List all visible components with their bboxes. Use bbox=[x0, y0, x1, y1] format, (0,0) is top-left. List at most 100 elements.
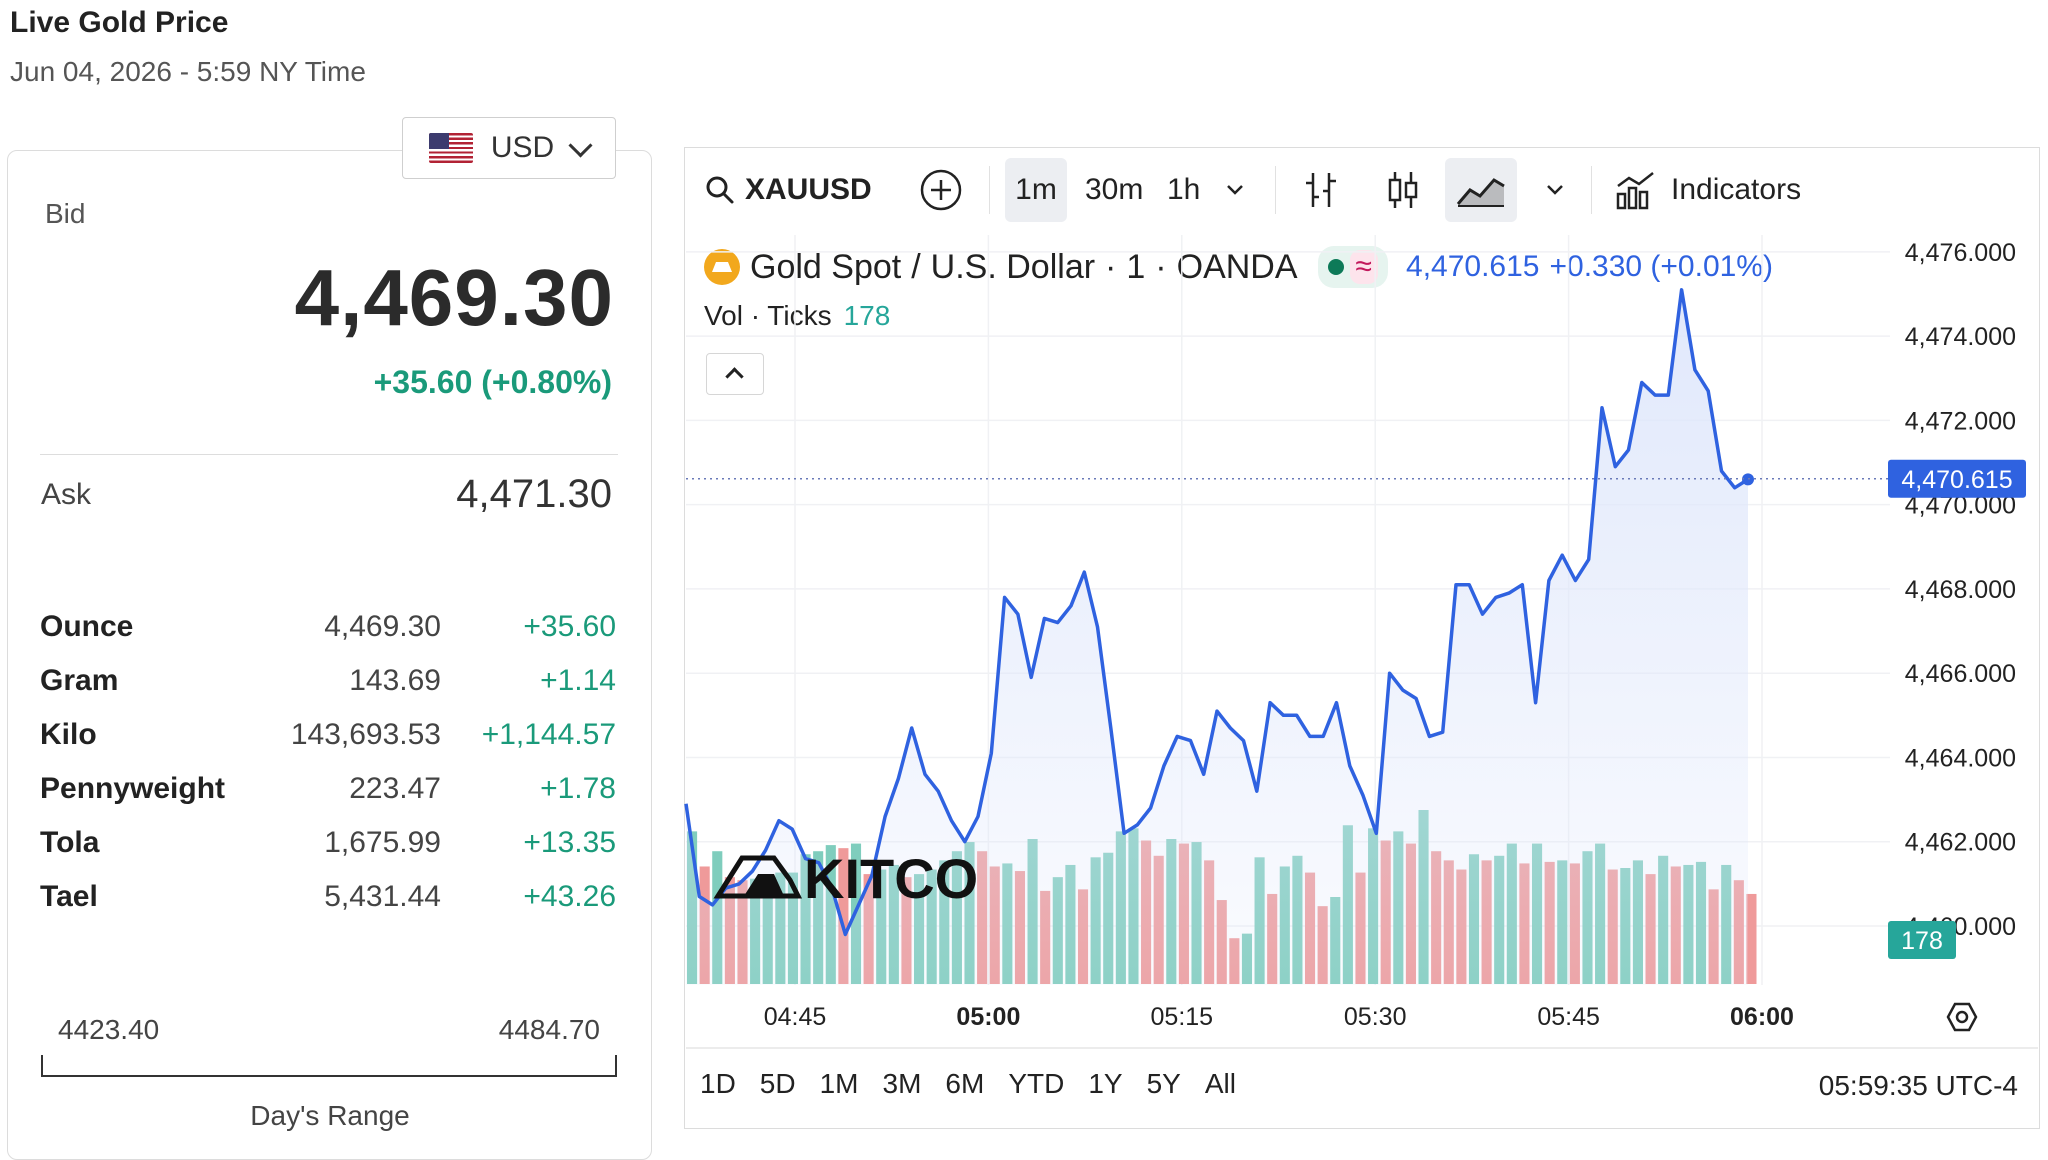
timeframe-1h[interactable]: 1h bbox=[1167, 173, 1201, 206]
chart-clock[interactable]: 05:59:35 UTC-4 bbox=[1818, 1070, 2018, 1101]
instrument-name: Gold Spot bbox=[750, 247, 902, 286]
weight-unit: Tael bbox=[40, 880, 98, 913]
search-icon bbox=[706, 176, 734, 204]
day-range-high: 4484.70 bbox=[498, 1014, 600, 1045]
kitco-logo-icon bbox=[744, 874, 784, 896]
period-1y[interactable]: 1Y bbox=[1088, 1068, 1123, 1099]
period-1m[interactable]: 1M bbox=[819, 1068, 859, 1099]
toolbar-separator bbox=[1275, 166, 1276, 214]
x-tick-label: 05:30 bbox=[1344, 1003, 1407, 1031]
market-open-icon bbox=[1327, 259, 1344, 275]
settings-icon[interactable] bbox=[1946, 1002, 1978, 1032]
settings-hole bbox=[1955, 1010, 1969, 1024]
data-source: OANDA bbox=[1176, 247, 1298, 286]
x-tick-label: 04:45 bbox=[764, 1003, 827, 1031]
weight-price: 1,675.99 bbox=[324, 826, 441, 859]
chart-legend: Gold Spot / U.S. Dollar · 1 · OANDA ≈ 4,… bbox=[704, 244, 1773, 290]
weight-price: 223.47 bbox=[349, 772, 441, 805]
compare-button[interactable] bbox=[919, 148, 963, 232]
weight-change: +1,144.57 bbox=[481, 718, 616, 751]
chart-type-dropdown[interactable] bbox=[1545, 148, 1565, 232]
weight-unit: Gram bbox=[40, 664, 119, 697]
timeframe-1m[interactable]: 1m bbox=[1005, 158, 1067, 222]
symbol-label: XAUUSD bbox=[745, 173, 872, 206]
weight-row-gram: Gram 143.69 +1.14 bbox=[40, 664, 620, 708]
volume-legend: Vol · Ticks 178 bbox=[704, 300, 890, 332]
candlestick-icon bbox=[1388, 172, 1418, 208]
indicators-button[interactable]: Indicators bbox=[1615, 148, 1801, 232]
period-5d[interactable]: 5D bbox=[759, 1068, 796, 1099]
weight-row-tael: Tael 5,431.44 +43.26 bbox=[40, 880, 620, 924]
weight-change: +1.78 bbox=[540, 772, 616, 805]
weight-change: +43.26 bbox=[523, 880, 616, 913]
weight-row-kilo: Kilo 143,693.53 +1,144.57 bbox=[40, 718, 620, 762]
divider bbox=[40, 454, 618, 455]
ohlc-bars-icon bbox=[1306, 173, 1336, 207]
timeframe-30m[interactable]: 30m bbox=[1085, 173, 1144, 206]
kitco-wordmark: KITCO bbox=[804, 847, 978, 910]
last-price-badge-label: 4,470.615 bbox=[1901, 466, 2012, 494]
y-tick-label: 4,468.000 bbox=[1905, 576, 2016, 604]
period-3m[interactable]: 3M bbox=[882, 1068, 922, 1099]
weight-change: +13.35 bbox=[523, 826, 616, 859]
volume-bar bbox=[1746, 893, 1757, 984]
weight-price: 4,469.30 bbox=[324, 610, 441, 643]
y-tick-label: 4,462.000 bbox=[1905, 829, 2016, 857]
symbol-search[interactable]: XAUUSD bbox=[705, 148, 872, 232]
weight-unit: Kilo bbox=[40, 718, 97, 751]
volume-badge-label: 178 bbox=[1901, 927, 1943, 955]
day-range-label: Day's Range bbox=[250, 1100, 410, 1131]
interval: 1 bbox=[1126, 247, 1146, 286]
bid-price: 4,469.30 bbox=[294, 253, 614, 342]
kitco-logo-icon bbox=[713, 855, 803, 899]
timeframe-dropdown[interactable] bbox=[1225, 148, 1245, 232]
chevron-down-icon bbox=[1227, 185, 1243, 195]
page-title: Live Gold Price bbox=[10, 6, 229, 39]
weight-change: +1.14 bbox=[540, 664, 616, 697]
settings-hexagon bbox=[1946, 1002, 1978, 1032]
kitco-watermark: KITCO bbox=[713, 847, 978, 910]
period-6m[interactable]: 6M bbox=[945, 1068, 985, 1099]
bid-label: Bid bbox=[45, 198, 86, 229]
quote-currency: U.S. Dollar bbox=[930, 247, 1096, 286]
area-chart-icon bbox=[1456, 178, 1505, 207]
day-range-low: 4423.40 bbox=[58, 1014, 160, 1045]
weight-change: +35.60 bbox=[523, 610, 616, 643]
legend-separator: / bbox=[911, 247, 921, 286]
y-tick-label: 4,476.000 bbox=[1905, 239, 2016, 267]
chart-toolbar: XAUUSD 1m 30m 1h bbox=[685, 148, 2039, 232]
page-datetime: Jun 04, 2026 - 5:59 NY Time bbox=[10, 56, 366, 87]
market-status-pill[interactable]: ≈ bbox=[1317, 246, 1389, 288]
period-all[interactable]: All bbox=[1204, 1068, 1236, 1099]
area-chart-type-button[interactable] bbox=[1445, 158, 1517, 222]
legend-dot: · bbox=[1105, 247, 1117, 286]
bar-chart-type-button[interactable] bbox=[1303, 148, 1339, 232]
weight-unit: Pennyweight bbox=[40, 772, 226, 805]
legend-dot: · bbox=[1155, 247, 1167, 286]
x-tick-label: 05:45 bbox=[1537, 1003, 1600, 1031]
price-line bbox=[684, 288, 1749, 937]
weight-unit: Tola bbox=[40, 826, 100, 859]
weight-price: 143,693.53 bbox=[290, 718, 441, 751]
x-tick-label: 05:15 bbox=[1151, 1003, 1214, 1031]
plus-circle-icon bbox=[920, 169, 962, 211]
chevron-down-icon bbox=[1547, 185, 1563, 195]
candles-chart-type-button[interactable] bbox=[1385, 148, 1421, 232]
period-5y[interactable]: 5Y bbox=[1146, 1068, 1181, 1099]
toolbar-separator bbox=[989, 166, 990, 214]
volume-value: 178 bbox=[843, 300, 891, 331]
us-flag-icon bbox=[428, 133, 473, 163]
period-ytd[interactable]: YTD bbox=[1008, 1068, 1065, 1099]
weight-unit: Ounce bbox=[40, 610, 134, 643]
collapse-legend-button[interactable] bbox=[706, 353, 764, 395]
last-price-badge bbox=[1888, 459, 2026, 498]
period-1d[interactable]: 1D bbox=[700, 1068, 736, 1099]
y-tick-label: 4,466.000 bbox=[1905, 660, 2016, 688]
currency-selector[interactable]: USD bbox=[402, 117, 616, 179]
ask-price: 4,471.30 bbox=[456, 472, 612, 516]
volume-badge bbox=[1888, 921, 1956, 959]
gold-bars-icon bbox=[704, 249, 740, 285]
weight-row-pennyweight: Pennyweight 223.47 +1.78 bbox=[40, 772, 620, 816]
quote-panel bbox=[7, 150, 652, 1160]
